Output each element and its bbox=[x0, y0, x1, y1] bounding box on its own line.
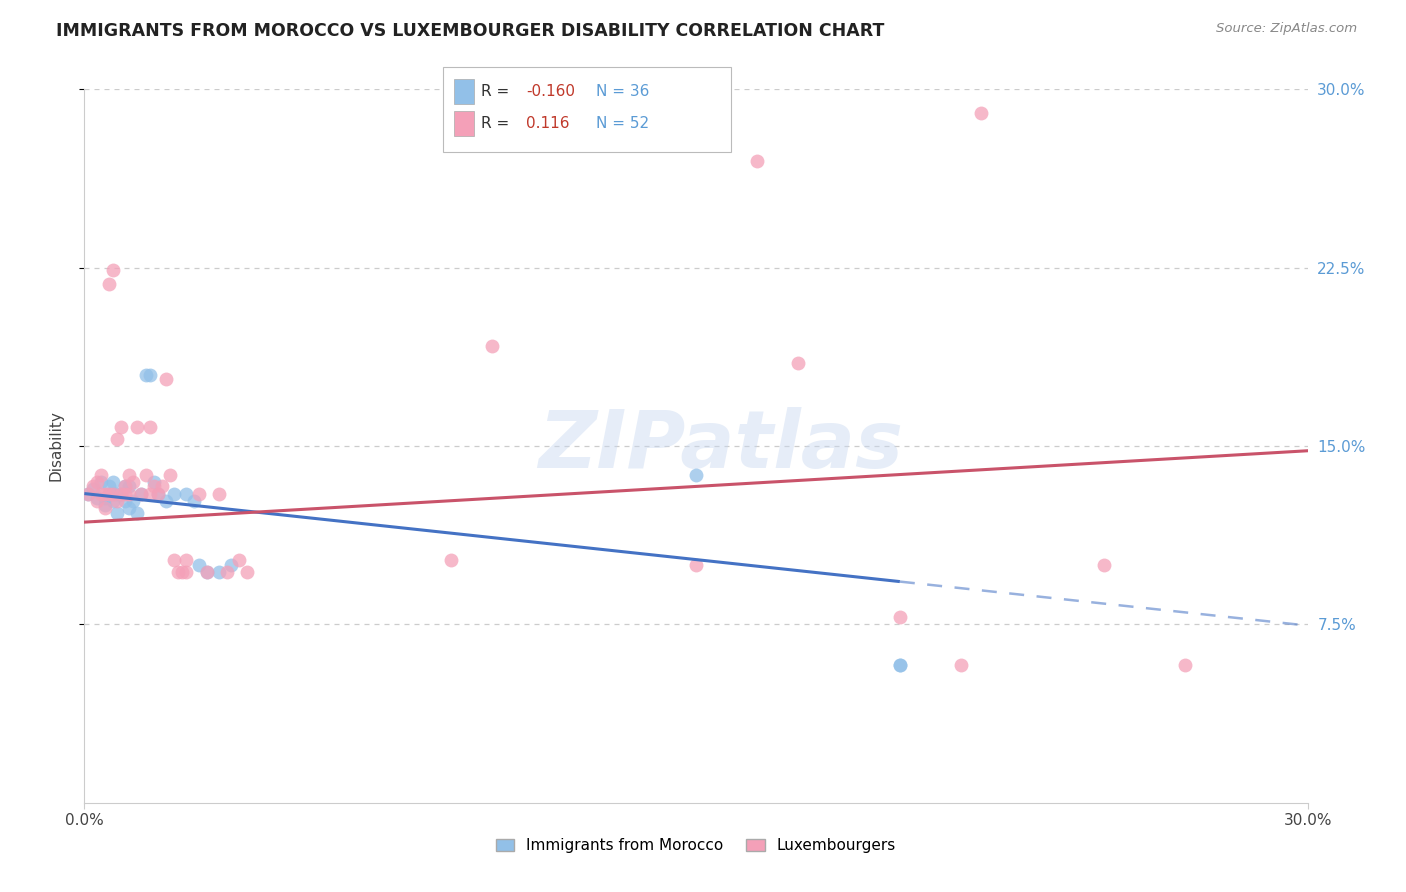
Point bbox=[105, 493, 128, 508]
Point bbox=[97, 479, 120, 493]
Point bbox=[747, 153, 769, 168]
Text: N = 36: N = 36 bbox=[596, 85, 650, 99]
Point bbox=[685, 558, 707, 572]
Point bbox=[187, 558, 209, 572]
Point bbox=[86, 493, 108, 508]
Point bbox=[228, 553, 250, 567]
Point bbox=[97, 277, 120, 292]
Point bbox=[195, 565, 218, 579]
Point bbox=[90, 475, 112, 489]
Point bbox=[208, 565, 231, 579]
Point bbox=[163, 553, 186, 567]
Legend: Immigrants from Morocco, Luxembourgers: Immigrants from Morocco, Luxembourgers bbox=[489, 832, 903, 859]
Point bbox=[217, 565, 239, 579]
Text: IMMIGRANTS FROM MOROCCO VS LUXEMBOURGER DISABILITY CORRELATION CHART: IMMIGRANTS FROM MOROCCO VS LUXEMBOURGER … bbox=[56, 22, 884, 40]
Point bbox=[889, 657, 911, 672]
Text: Source: ZipAtlas.com: Source: ZipAtlas.com bbox=[1216, 22, 1357, 36]
Point bbox=[110, 486, 132, 500]
Point bbox=[93, 486, 115, 500]
Point bbox=[889, 657, 911, 672]
Point bbox=[174, 565, 197, 579]
Point bbox=[90, 486, 112, 500]
Point bbox=[131, 486, 153, 500]
Point bbox=[142, 479, 165, 493]
Point bbox=[195, 565, 218, 579]
Point bbox=[155, 372, 177, 386]
Point bbox=[82, 479, 104, 493]
Point bbox=[101, 486, 124, 500]
Point bbox=[118, 467, 141, 482]
Point bbox=[110, 420, 132, 434]
Point bbox=[146, 486, 169, 500]
Point bbox=[174, 486, 197, 500]
Point bbox=[138, 420, 160, 434]
Point bbox=[105, 486, 128, 500]
Point bbox=[1092, 558, 1115, 572]
Point bbox=[77, 486, 100, 500]
Point bbox=[172, 565, 194, 579]
Point bbox=[90, 467, 112, 482]
Point bbox=[105, 432, 128, 446]
Point bbox=[127, 420, 149, 434]
Point bbox=[150, 479, 173, 493]
Point bbox=[131, 486, 153, 500]
Text: R =: R = bbox=[481, 85, 515, 99]
Point bbox=[105, 506, 128, 520]
Point bbox=[114, 486, 136, 500]
Point bbox=[101, 263, 124, 277]
Point bbox=[159, 467, 181, 482]
Point bbox=[118, 479, 141, 493]
Point bbox=[183, 493, 205, 508]
Point bbox=[118, 486, 141, 500]
Point bbox=[114, 479, 136, 493]
Point bbox=[1174, 657, 1197, 672]
Point bbox=[138, 486, 160, 500]
Point bbox=[146, 486, 169, 500]
Point bbox=[101, 493, 124, 508]
Point bbox=[97, 486, 120, 500]
Point bbox=[889, 610, 911, 624]
Point bbox=[236, 565, 259, 579]
Point bbox=[93, 499, 115, 513]
Text: 0.116: 0.116 bbox=[526, 116, 569, 130]
Point bbox=[440, 553, 463, 567]
Point bbox=[970, 106, 993, 120]
Point bbox=[174, 553, 197, 567]
Point bbox=[114, 479, 136, 493]
Point bbox=[118, 500, 141, 515]
Y-axis label: Disability: Disability bbox=[49, 410, 63, 482]
Point bbox=[127, 506, 149, 520]
Point bbox=[135, 368, 157, 382]
Point bbox=[114, 493, 136, 508]
Point bbox=[101, 486, 124, 500]
Point bbox=[93, 500, 115, 515]
Point bbox=[219, 558, 242, 572]
Text: R =: R = bbox=[481, 116, 519, 130]
Point bbox=[93, 491, 115, 506]
Text: ZIPatlas: ZIPatlas bbox=[538, 407, 903, 485]
Point bbox=[97, 486, 120, 500]
Point bbox=[110, 486, 132, 500]
Point bbox=[163, 486, 186, 500]
Point bbox=[142, 475, 165, 489]
Point bbox=[86, 475, 108, 489]
Point bbox=[208, 486, 231, 500]
Point bbox=[77, 486, 100, 500]
Point bbox=[82, 482, 104, 496]
Point bbox=[138, 368, 160, 382]
Point bbox=[122, 475, 145, 489]
Point bbox=[167, 565, 190, 579]
Point bbox=[950, 657, 973, 672]
Point bbox=[787, 356, 810, 370]
Point bbox=[122, 493, 145, 508]
Point bbox=[187, 486, 209, 500]
Point bbox=[155, 493, 177, 508]
Point bbox=[481, 339, 503, 353]
Point bbox=[86, 491, 108, 506]
Text: -0.160: -0.160 bbox=[526, 85, 575, 99]
Text: N = 52: N = 52 bbox=[596, 116, 650, 130]
Point bbox=[101, 475, 124, 489]
Point bbox=[685, 467, 707, 482]
Point bbox=[135, 467, 157, 482]
